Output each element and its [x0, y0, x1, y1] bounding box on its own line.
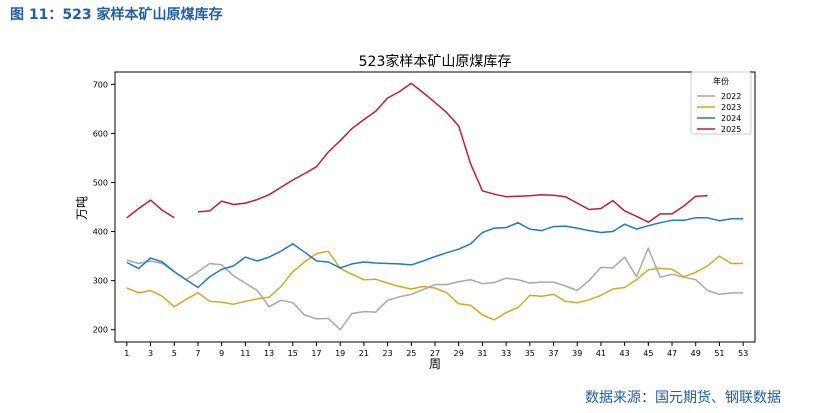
x-tick-label: 23 [382, 349, 392, 358]
x-tick-label: 43 [620, 349, 630, 358]
x-tick-label: 25 [406, 349, 416, 358]
legend-title: 年份 [713, 76, 729, 86]
x-tick-label: 11 [240, 349, 250, 358]
legend-label-2022: 2022 [721, 92, 741, 101]
y-tick-label: 400 [93, 228, 108, 237]
y-tick-label: 700 [93, 80, 108, 89]
series-line-2025 [197, 82, 708, 223]
series-line-2023 [126, 250, 744, 321]
legend-label-2024: 2024 [721, 114, 741, 123]
x-tick-label: 19 [335, 349, 345, 358]
x-tick-label: 33 [501, 349, 511, 358]
x-tick-label: 39 [572, 349, 582, 358]
x-tick-label: 27 [430, 349, 440, 358]
x-tick-label: 3 [148, 349, 153, 358]
y-tick-label: 300 [93, 277, 108, 286]
x-tick-label: 21 [359, 349, 369, 358]
x-tick-label: 17 [311, 349, 321, 358]
source-note: 数据来源：国元期货、钢联数据 [585, 390, 781, 406]
x-tick-label: 47 [667, 349, 677, 358]
chart-title: 523家样本矿山原煤库存 [359, 53, 512, 70]
x-tick-label: 7 [195, 349, 200, 358]
chart: 523家样本矿山原煤库存 1 3 5 7 9 11 13 15 17 19 21 23 25 27 29 31… [0, 40, 833, 380]
x-tick-label: 51 [714, 349, 724, 358]
series-line-2024 [126, 217, 744, 289]
x-axis-label: 周 [429, 357, 441, 371]
series-line-2022 [126, 247, 744, 331]
x-tick-label: 53 [738, 349, 748, 358]
figure-caption: 图 11：523 家样本矿山原煤库存 [10, 7, 223, 23]
y-tick-label: 600 [93, 129, 108, 138]
x-tick-label: 1 [124, 349, 129, 358]
x-tick-label: 13 [264, 349, 274, 358]
x-tick-label: 49 [691, 349, 701, 358]
legend-label-2023: 2023 [721, 103, 741, 112]
x-tick-label: 37 [548, 349, 558, 358]
x-tick-label: 31 [477, 349, 487, 358]
x-tick-label: 35 [525, 349, 535, 358]
x-tick-label: 29 [454, 349, 464, 358]
x-tick-label: 41 [596, 349, 606, 358]
x-tick-label: 45 [643, 349, 653, 358]
legend-label-2025: 2025 [721, 125, 741, 134]
x-tick-label: 5 [172, 349, 177, 358]
axis-ticks: 1 3 5 7 9 11 13 15 17 19 21 23 25 27 29 31 33 35 37 39 41 43 4… [93, 80, 749, 358]
legend: 年份 2022 2023 2024 2025 [690, 71, 752, 135]
y-tick-label: 200 [93, 326, 108, 335]
x-tick-label: 15 [288, 349, 298, 358]
chart-svg: 523家样本矿山原煤库存 1 3 5 7 9 11 13 15 17 19 21 23 25 27 29 31… [75, 53, 756, 371]
series-lines [126, 82, 744, 331]
y-tick-label: 500 [93, 178, 108, 187]
x-tick-label: 9 [219, 349, 224, 358]
series-line-2025 [126, 199, 175, 219]
y-axis-label: 万吨 [75, 196, 89, 220]
